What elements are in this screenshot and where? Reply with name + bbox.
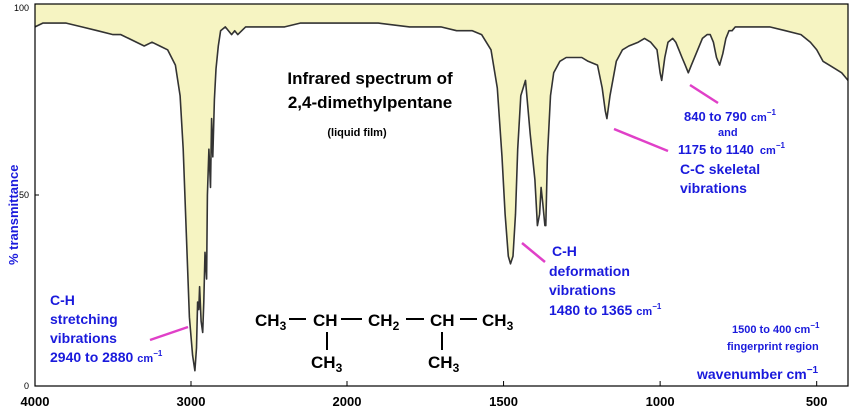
pointer-ch-deform [521, 242, 546, 263]
x-tick-label: 1500 [489, 394, 518, 409]
unit-label: cm [636, 306, 652, 318]
annotation-range: 840 to 790 [684, 109, 747, 124]
x-tick-label: 1000 [646, 394, 675, 409]
annotation-text: 840 to 790 cm−1 [684, 108, 776, 124]
annotation-range: 2940 to 2880 [50, 349, 133, 365]
formula-group: CH3 [428, 353, 460, 375]
unit-label: cm [760, 145, 776, 157]
ticks-layer: 4000 3000 2000 1500 1000 500 0 50 100 [14, 3, 828, 409]
annotation-text: deformation [549, 263, 630, 279]
formula-group: CH3 [255, 311, 287, 333]
annotation-ch-stretch: C-H stretching vibrations 2940 to 2880 cm… [50, 292, 163, 365]
x-axis-label-text: wavenumber cm [696, 366, 807, 382]
formula-group: CH3 [311, 353, 343, 375]
formula-group: CH [430, 311, 455, 330]
unit-sup: −1 [767, 108, 777, 117]
annotation-text: C-H [552, 243, 577, 259]
spectrum-line [34, 22, 849, 372]
unit-sup: −1 [810, 321, 820, 330]
x-axis-label: wavenumber cm−1 [696, 365, 819, 382]
annotation-text: vibrations [680, 180, 747, 196]
unit-label: cm [137, 353, 153, 365]
absorption-fill [35, 4, 848, 371]
x-tick-label: 2000 [333, 394, 362, 409]
annotation-text: 1480 to 1365 cm−1 [549, 302, 662, 318]
unit-label: cm [751, 112, 767, 124]
pointer-cc-840 [689, 83, 719, 105]
annotation-range: 1175 to 1140 [678, 142, 754, 157]
annotation-range: 1480 to 1365 [549, 302, 632, 318]
unit-sup: −1 [776, 141, 786, 150]
formula-group: CH3 [482, 311, 514, 333]
x-tick-label: 4000 [21, 394, 50, 409]
spectrum-layer [34, 4, 849, 372]
annotation-cc-skeletal: 840 to 790 cm−1 and 1175 to 1140 cm−1 C-C … [678, 108, 785, 196]
chart-title-line2: 2,4-dimethylpentane [288, 93, 452, 112]
pointer-cc-1175 [613, 127, 669, 153]
formula-group: CH2 [368, 311, 400, 333]
x-axis-label-sup: −1 [807, 365, 819, 376]
y-tick-label: 100 [14, 3, 29, 13]
annotation-text: vibrations [549, 282, 616, 298]
annotation-text: 2940 to 2880 cm−1 [50, 349, 163, 365]
annotation-text: 1175 to 1140 cm−1 [678, 141, 785, 157]
fingerprint-note: 1500 to 400 cm−1 fingerprint region [727, 321, 820, 353]
annotation-text: C-H [50, 292, 75, 308]
x-tick-label: 500 [806, 394, 828, 409]
structural-formula: CH3 CH CH2 CH CH3 CH3 CH3 [255, 311, 514, 375]
unit-sup: −1 [153, 349, 163, 358]
annotation-ch-deform: C-H deformation vibrations 1480 to 1365 c… [549, 243, 662, 318]
chart-subtitle: (liquid film) [327, 127, 387, 139]
annotation-text: C-C skeletal [680, 161, 760, 177]
annotation-text: vibrations [50, 330, 117, 346]
pointer-ch-stretch [149, 325, 189, 342]
annotation-text: and [718, 127, 738, 139]
unit-sup: −1 [652, 302, 662, 311]
y-tick-label: 0 [24, 381, 29, 391]
fingerprint-text: 1500 to 400 cm−1 [732, 321, 820, 336]
chart-title: Infrared spectrum of [287, 69, 453, 88]
fingerprint-text: fingerprint region [727, 341, 819, 353]
x-tick-label: 3000 [177, 394, 206, 409]
formula-group: CH [313, 311, 338, 330]
fingerprint-range: 1500 to 400 cm [732, 324, 810, 336]
y-axis-label: % transmittance [6, 165, 21, 265]
annotation-text: stretching [50, 311, 118, 327]
y-tick-label: 50 [19, 190, 29, 200]
